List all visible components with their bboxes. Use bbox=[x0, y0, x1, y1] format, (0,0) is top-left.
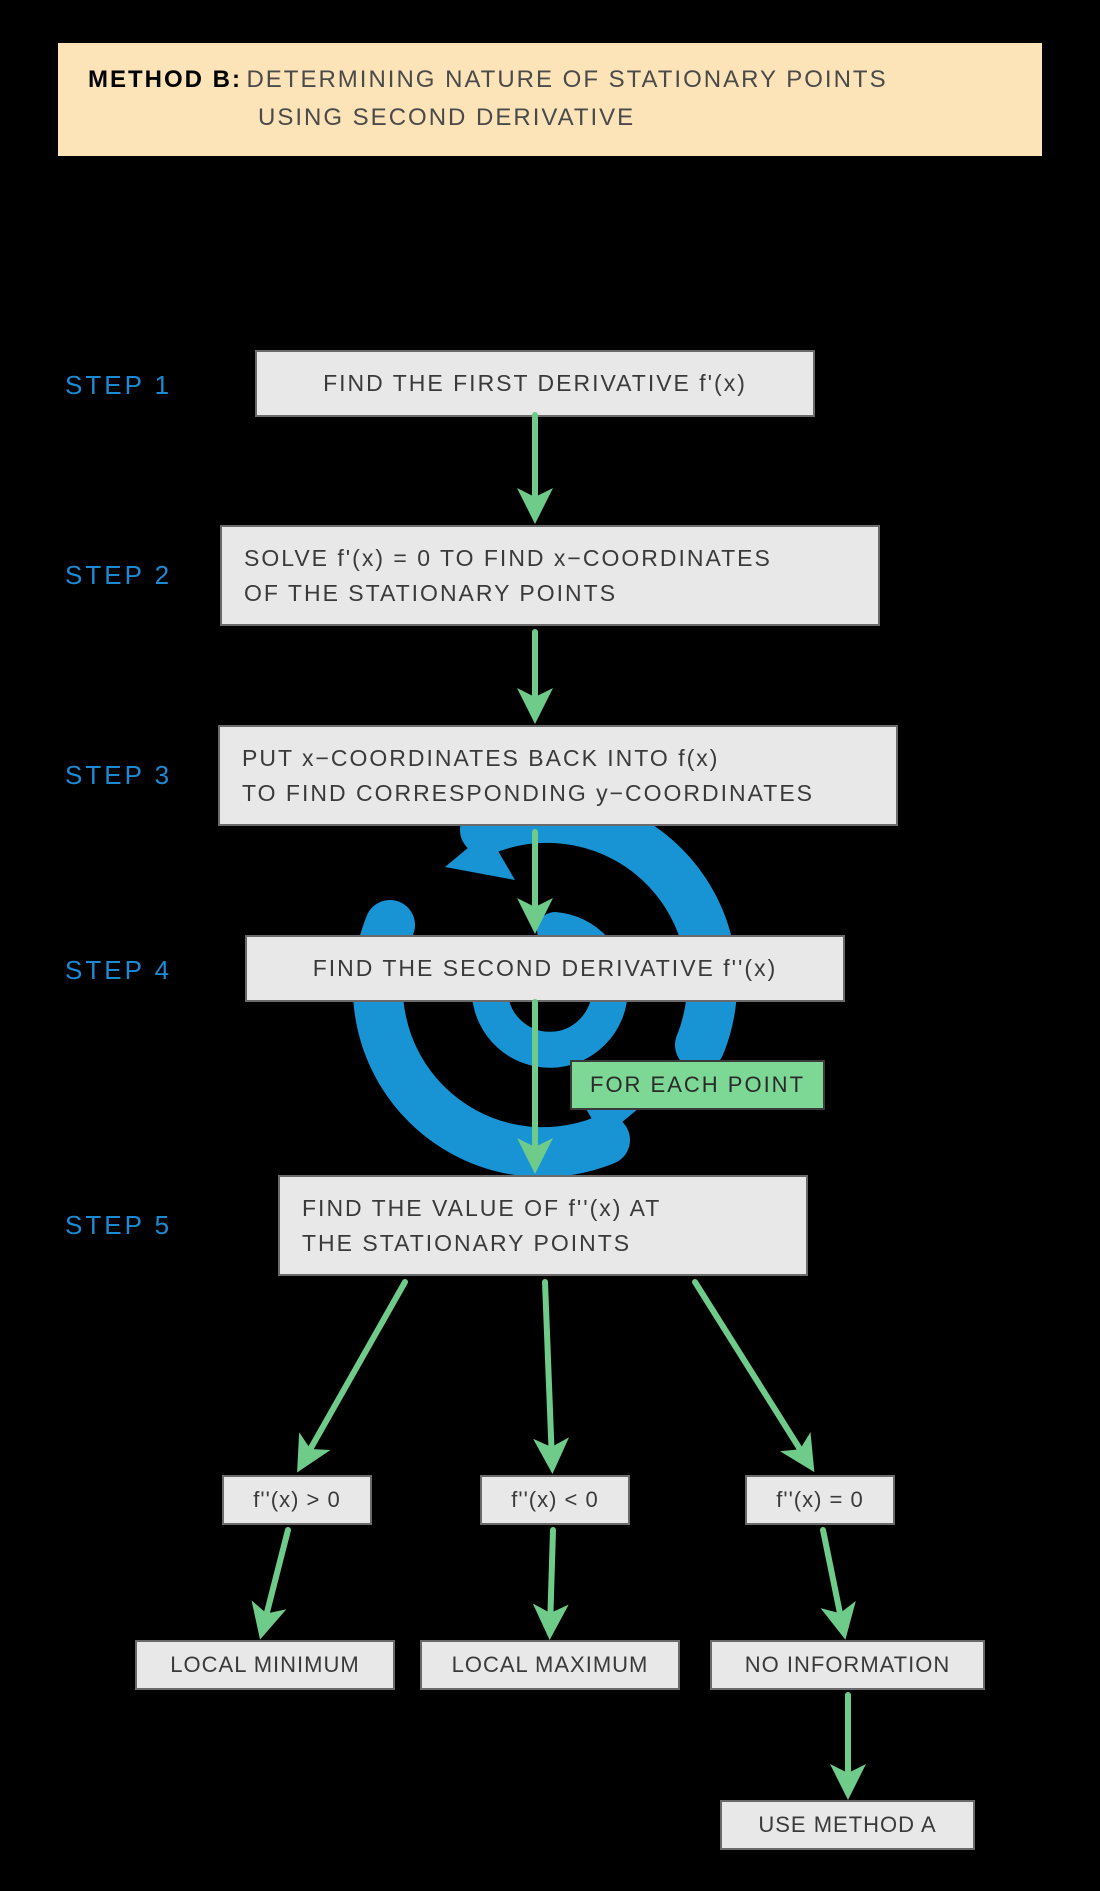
step-label-5: STEP 5 bbox=[65, 1210, 172, 1241]
node-step5-line2: THE STATIONARY POINTS bbox=[302, 1230, 631, 1256]
title-prefix: METHOD B: bbox=[88, 66, 242, 93]
node-cond-gt0: f''(x) > 0 bbox=[222, 1475, 372, 1525]
node-step5-line1: FIND THE VALUE OF f''(x) AT bbox=[302, 1195, 661, 1221]
arrow-c2-r2 bbox=[550, 1530, 553, 1628]
node-step1: FIND THE FIRST DERIVATIVE f'(x) bbox=[255, 350, 815, 417]
arrow-c3-r3 bbox=[823, 1530, 843, 1628]
node-result-min: LOCAL MINIMUM bbox=[135, 1640, 395, 1690]
node-step5: FIND THE VALUE OF f''(x) AT THE STATIONA… bbox=[278, 1175, 808, 1276]
step-label-1: STEP 1 bbox=[65, 370, 172, 401]
arrow-5-c3 bbox=[695, 1282, 808, 1462]
step-label-4: STEP 4 bbox=[65, 955, 172, 986]
node-step2-line2: OF THE STATIONARY POINTS bbox=[244, 580, 617, 606]
node-result-noinfo: NO INFORMATION bbox=[710, 1640, 985, 1690]
node-result-max: LOCAL MAXIMUM bbox=[420, 1640, 680, 1690]
step-label-2: STEP 2 bbox=[65, 560, 172, 591]
node-step3-line1: PUT x−COORDINATES BACK INTO f(x) bbox=[242, 745, 719, 771]
node-result-method-a: USE METHOD A bbox=[720, 1800, 975, 1850]
step-label-3: STEP 3 bbox=[65, 760, 172, 791]
node-step3: PUT x−COORDINATES BACK INTO f(x) TO FIND… bbox=[218, 725, 898, 826]
node-step2: SOLVE f'(x) = 0 TO FIND x−COORDINATES OF… bbox=[220, 525, 880, 626]
node-cond-eq0: f''(x) = 0 bbox=[745, 1475, 895, 1525]
tag-for-each-point: FOR EACH POINT bbox=[570, 1060, 825, 1110]
arrow-5-c2 bbox=[545, 1282, 552, 1462]
arrow-c1-r1 bbox=[263, 1530, 288, 1628]
title-line1: DETERMINING NATURE OF STATIONARY POINTS bbox=[246, 66, 887, 93]
arrow-5-c1 bbox=[303, 1282, 405, 1462]
title-box: METHOD B: DETERMINING NATURE OF STATIONA… bbox=[55, 40, 1045, 159]
node-step2-line1: SOLVE f'(x) = 0 TO FIND x−COORDINATES bbox=[244, 545, 772, 571]
node-step3-line2: TO FIND CORRESPONDING y−COORDINATES bbox=[242, 780, 814, 806]
title-line2: USING SECOND DERIVATIVE bbox=[88, 99, 635, 137]
node-step4: FIND THE SECOND DERIVATIVE f''(x) bbox=[245, 935, 845, 1002]
node-cond-lt0: f''(x) < 0 bbox=[480, 1475, 630, 1525]
